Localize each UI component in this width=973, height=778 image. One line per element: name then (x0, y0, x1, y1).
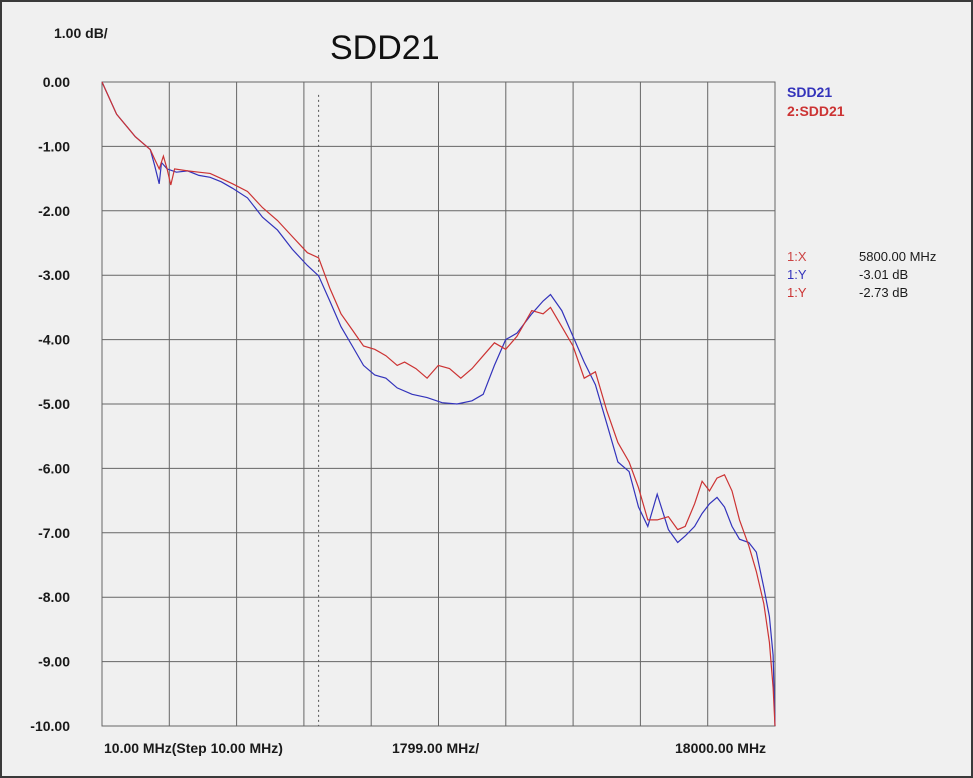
y-tick-label: -5.00 (38, 396, 70, 412)
y-tick-label: -9.00 (38, 654, 70, 670)
legend-entry-2-sdd21: 2:SDD21 (787, 103, 845, 119)
x-start-label: 10.00 MHz(Step 10.00 MHz) (104, 740, 283, 756)
y-tick-label: -10.00 (30, 718, 70, 734)
y-tick-label: -2.00 (38, 203, 70, 219)
marker-y1-label: 1:Y (787, 267, 807, 282)
y-tick-label: -3.00 (38, 267, 70, 283)
legend-entry-sdd21: SDD21 (787, 84, 832, 100)
marker-x-value: 5800.00 MHz (859, 249, 936, 264)
scale-label: 1.00 dB/ (54, 25, 108, 41)
y-tick-label: 0.00 (43, 74, 70, 90)
plot-area (101, 81, 776, 727)
marker-y2-label: 1:Y (787, 285, 807, 300)
x-mid-label: 1799.00 MHz/ (392, 740, 479, 756)
y-tick-label: -7.00 (38, 525, 70, 541)
series-line-2-sdd21 (101, 81, 776, 727)
marker-y1-value: -3.01 dB (859, 267, 908, 282)
y-tick-label: -8.00 (38, 589, 70, 605)
chart-title: SDD21 (330, 29, 440, 67)
y-tick-label: -6.00 (38, 460, 70, 476)
plot-grid (102, 82, 775, 726)
y-tick-label: -1.00 (38, 138, 70, 154)
marker-y2-value: -2.73 dB (859, 285, 908, 300)
y-tick-label: -4.00 (38, 332, 70, 348)
marker-x-label: 1:X (787, 249, 807, 264)
series-line-sdd21 (101, 81, 776, 727)
x-end-label: 18000.00 MHz (675, 740, 766, 756)
y-axis-ticks: 0.00 -1.00 -2.00 -3.00 -4.00 -5.00 -6.00 -7.00 -… (30, 74, 70, 734)
